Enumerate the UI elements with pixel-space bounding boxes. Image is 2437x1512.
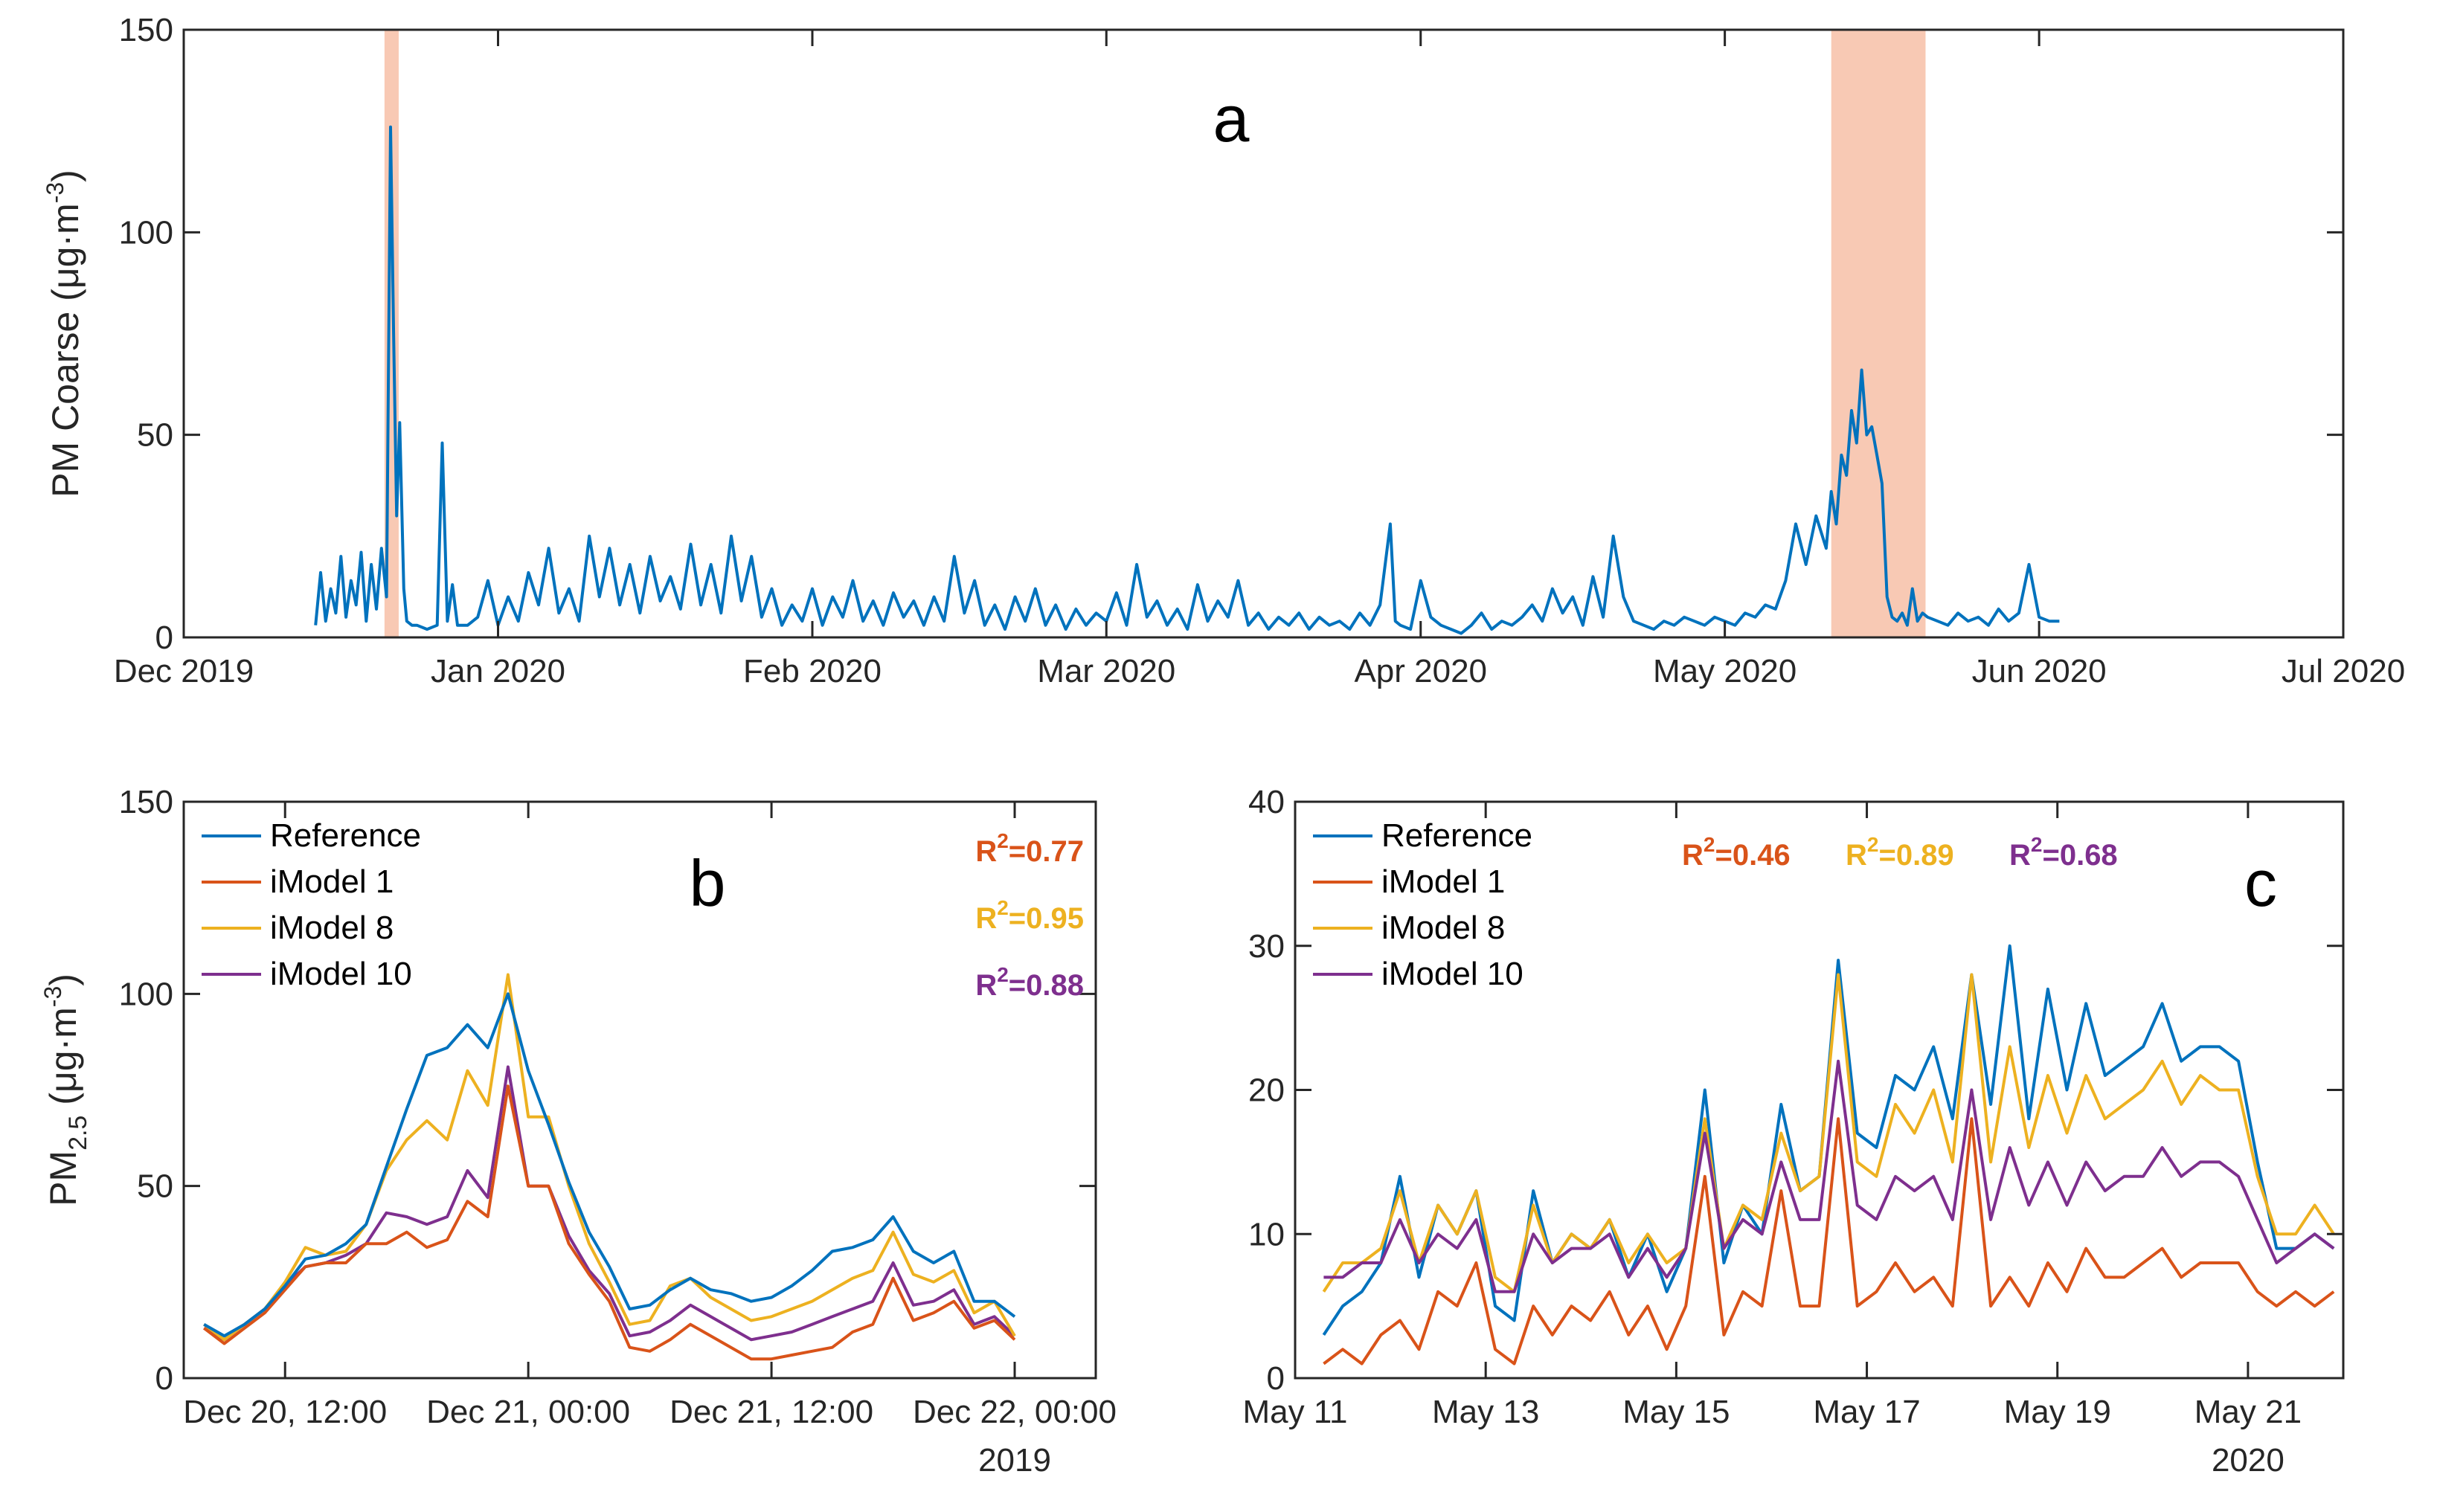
x-tick-label: Feb 2020 bbox=[743, 653, 882, 689]
x-tick-label: Jun 2020 bbox=[1972, 653, 2107, 689]
r-squared-value: =0.77 bbox=[1009, 835, 1084, 868]
y-tick-label: 10 bbox=[1248, 1216, 1285, 1252]
y-tick-label: 100 bbox=[119, 214, 173, 251]
r-squared-value: =0.88 bbox=[1009, 969, 1084, 1002]
y-axis-label: PM2.5 (μg·m-3) bbox=[39, 974, 92, 1206]
r-squared-value: =0.46 bbox=[1715, 839, 1790, 872]
r-squared-annotation: R2=0.89 bbox=[1846, 833, 1954, 872]
x-year-label: 2020 bbox=[2212, 1442, 2285, 1479]
r-squared-value: =0.68 bbox=[2042, 839, 2117, 872]
r-squared-value: =0.89 bbox=[1878, 839, 1953, 872]
y-tick-label: 100 bbox=[119, 976, 173, 1012]
r-squared-symbol: R bbox=[975, 969, 997, 1002]
x-tick-label: Dec 2019 bbox=[114, 653, 254, 689]
y-axis-label-exponent: -3 bbox=[42, 182, 68, 203]
x-tick-label: May 17 bbox=[1813, 1394, 1920, 1430]
x-tick-label: Mar 2020 bbox=[1037, 653, 1175, 689]
x-tick-label: Dec 21, 12:00 bbox=[670, 1394, 873, 1430]
x-tick-label: Dec 21, 00:00 bbox=[426, 1394, 630, 1430]
r-squared-exponent: 2 bbox=[997, 896, 1009, 919]
r-squared-exponent: 2 bbox=[997, 963, 1009, 986]
series-line-imodel-10 bbox=[203, 1065, 1016, 1342]
x-tick-label: May 2020 bbox=[1653, 653, 1797, 689]
y-tick-label: 150 bbox=[119, 784, 173, 820]
y-tick-label: 150 bbox=[119, 12, 173, 48]
y-tick-label: 0 bbox=[155, 1360, 173, 1397]
r-squared-symbol: R bbox=[2009, 839, 2031, 872]
x-tick-label: Jan 2020 bbox=[431, 653, 565, 689]
series-line-reference bbox=[203, 992, 1016, 1338]
r-squared-symbol: R bbox=[975, 902, 997, 935]
x-tick-label: May 13 bbox=[1432, 1394, 1539, 1430]
y-tick-label: 40 bbox=[1248, 784, 1285, 820]
series-line-pm-coarse bbox=[314, 125, 2060, 635]
y-axis-label-exponent: -3 bbox=[39, 986, 66, 1007]
r-squared-annotation: R2=0.68 bbox=[2009, 833, 2118, 872]
plot-frame-b bbox=[182, 800, 1097, 1380]
y-axis-label-text: PM Coarse (μg·m bbox=[45, 203, 86, 498]
x-tick-label: Jul 2020 bbox=[2282, 653, 2405, 689]
r-squared-annotation: R2=0.95 bbox=[975, 896, 1084, 935]
y-axis-label-close: ) bbox=[42, 974, 84, 986]
y-tick-label: 50 bbox=[137, 1168, 173, 1205]
x-tick-label: May 11 bbox=[1242, 1394, 1347, 1430]
highlight-band bbox=[1831, 30, 1926, 637]
legend-entry: iModel 8 bbox=[270, 910, 394, 946]
x-tick-label: May 15 bbox=[1622, 1394, 1730, 1430]
panel-b-pm25-december-chart: 0 50 100 150 Dec 20, 12:00 Dec 21, 00:00 Dec 2… bbox=[39, 784, 1117, 1479]
y-axis-label-close: ) bbox=[45, 170, 86, 182]
series-line-imodel-10 bbox=[1323, 1059, 2335, 1293]
series-line-imodel-8 bbox=[202, 973, 1016, 1342]
legend-entry: Reference bbox=[1381, 817, 1532, 854]
r-squared-exponent: 2 bbox=[997, 829, 1009, 852]
y-axis-label: PM Coarse (μg·m-3) bbox=[42, 170, 86, 498]
x-tick-label: May 21 bbox=[2194, 1394, 2302, 1430]
y-tick-label: 0 bbox=[155, 620, 173, 656]
series-line-imodel-1 bbox=[1323, 1117, 2335, 1365]
legend-entry: iModel 1 bbox=[1381, 863, 1505, 900]
r-squared-exponent: 2 bbox=[1704, 833, 1715, 856]
y-axis-label-text: PM bbox=[42, 1151, 84, 1206]
y-axis-label-units: (μg·m bbox=[42, 1007, 84, 1115]
legend-entry: iModel 8 bbox=[1381, 910, 1505, 946]
r-squared-exponent: 2 bbox=[2031, 833, 2043, 856]
plot-frame-a bbox=[182, 28, 2345, 639]
r-squared-symbol: R bbox=[1846, 839, 1867, 872]
r-squared-annotation: R2=0.46 bbox=[1682, 833, 1791, 872]
y-tick-label: 0 bbox=[1267, 1360, 1285, 1397]
x-tick-label: Dec 20, 12:00 bbox=[183, 1394, 387, 1430]
y-axis-label-subscript: 2.5 bbox=[64, 1116, 92, 1151]
panel-label: c bbox=[2244, 846, 2277, 920]
r-squared-symbol: R bbox=[975, 835, 997, 868]
x-tick-label: Dec 22, 00:00 bbox=[913, 1394, 1117, 1430]
x-tick-label: May 19 bbox=[2004, 1394, 2111, 1430]
y-tick-label: 50 bbox=[137, 417, 173, 454]
r-squared-value: =0.95 bbox=[1009, 902, 1084, 935]
panel-c-pm25-may-chart: 0 10 20 30 40 May 11 May 13 May 15 May 17 May 19 M… bbox=[1242, 784, 2345, 1479]
panel-label: a bbox=[1213, 82, 1249, 155]
r-squared-annotation: R2=0.88 bbox=[975, 963, 1084, 1002]
series-line-imodel-8 bbox=[1322, 973, 2335, 1293]
legend-entry: Reference bbox=[270, 817, 421, 854]
r-squared-exponent: 2 bbox=[1867, 833, 1879, 856]
y-tick-label: 30 bbox=[1248, 928, 1285, 965]
legend-entry: iModel 10 bbox=[1381, 956, 1523, 992]
y-tick-label: 20 bbox=[1248, 1072, 1285, 1109]
panel-label: b bbox=[690, 846, 726, 920]
legend-entry: iModel 1 bbox=[270, 863, 394, 900]
x-tick-label: Apr 2020 bbox=[1354, 653, 1487, 689]
r-squared-symbol: R bbox=[1682, 839, 1704, 872]
legend-entry: iModel 10 bbox=[270, 956, 412, 992]
panel-a-pm-coarse-chart: 0 50 100 150 Dec 2019 Jan 2020 Feb 2020 Mar 202… bbox=[42, 12, 2405, 689]
x-year-label: 2019 bbox=[978, 1442, 1051, 1479]
r-squared-annotation: R2=0.77 bbox=[975, 829, 1084, 868]
series-line-imodel-1 bbox=[202, 1084, 1016, 1361]
